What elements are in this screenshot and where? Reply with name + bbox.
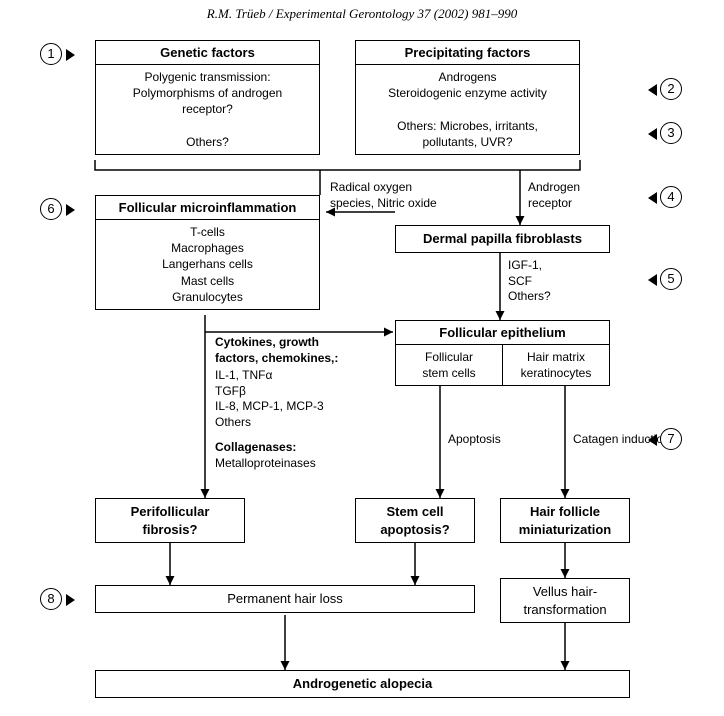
- marker-2-pointer: [648, 84, 657, 96]
- marker-6: 6: [40, 198, 62, 220]
- label-cytokines-title: Cytokines, growth factors, chemokines,:: [215, 335, 338, 366]
- precip-body: Androgens Steroidogenic enzyme activity …: [356, 65, 579, 154]
- label-igf: IGF-1, SCF Others?: [508, 258, 551, 305]
- label-ros: Radical oxygen species, Nitric oxide: [330, 180, 437, 211]
- label-collagenases-body: Metalloproteinases: [215, 456, 316, 472]
- fe-title: Follicular epithelium: [396, 321, 609, 345]
- fm-title: Follicular microinflammation: [96, 196, 319, 220]
- dpf-label: Dermal papilla fibroblasts: [396, 226, 609, 252]
- box-dermal-papilla: Dermal papilla fibroblasts: [395, 225, 610, 253]
- marker-4-pointer: [648, 192, 657, 204]
- pf-label: Perifollicular fibrosis?: [96, 499, 244, 542]
- fe-right: Hair matrix keratinocytes: [503, 345, 609, 385]
- box-permanent-hair-loss: Permanent hair loss: [95, 585, 475, 613]
- box-hair-follicle-mini: Hair follicle miniaturization: [500, 498, 630, 543]
- marker-7: 7: [660, 428, 682, 450]
- fm-body: T-cells Macrophages Langerhans cells Mas…: [96, 220, 319, 309]
- marker-5: 5: [660, 268, 682, 290]
- marker-4: 4: [660, 186, 682, 208]
- genetic-body: Polygenic transmission: Polymorphisms of…: [96, 65, 319, 154]
- aa-label: Androgenetic alopecia: [96, 671, 629, 697]
- marker-1-pointer: [66, 49, 75, 61]
- label-androgen-receptor: Androgen receptor: [528, 180, 580, 211]
- marker-1: 1: [40, 43, 62, 65]
- box-precip-factors: Precipitating factors Androgens Steroido…: [355, 40, 580, 155]
- box-perifollicular-fibrosis: Perifollicular fibrosis?: [95, 498, 245, 543]
- marker-5-pointer: [648, 274, 657, 286]
- sca-label: Stem cell apoptosis?: [356, 499, 474, 542]
- label-collagenases-title: Collagenases:: [215, 440, 296, 456]
- genetic-title: Genetic factors: [96, 41, 319, 65]
- label-cytokines-body: IL-1, TNFα TGFβ IL-8, MCP-1, MCP-3 Other…: [215, 368, 324, 430]
- marker-8-pointer: [66, 594, 75, 606]
- marker-3-pointer: [648, 128, 657, 140]
- box-follicular-microinflammation: Follicular microinflammation T-cells Mac…: [95, 195, 320, 310]
- precip-title: Precipitating factors: [356, 41, 579, 65]
- fe-left: Follicular stem cells: [396, 345, 503, 385]
- box-vellus-hair: Vellus hair- transformation: [500, 578, 630, 623]
- marker-2: 2: [660, 78, 682, 100]
- phl-label: Permanent hair loss: [96, 586, 474, 612]
- marker-6-pointer: [66, 204, 75, 216]
- box-follicular-epithelium: Follicular epithelium Follicular stem ce…: [395, 320, 610, 386]
- marker-7-pointer: [648, 434, 657, 446]
- vht-label: Vellus hair- transformation: [501, 579, 629, 622]
- box-genetic-factors: Genetic factors Polygenic transmission: …: [95, 40, 320, 155]
- citation: R.M. Trüeb / Experimental Gerontology 37…: [0, 6, 724, 22]
- box-stem-cell-apoptosis: Stem cell apoptosis?: [355, 498, 475, 543]
- marker-3: 3: [660, 122, 682, 144]
- box-androgenetic-alopecia: Androgenetic alopecia: [95, 670, 630, 698]
- hfm-label: Hair follicle miniaturization: [501, 499, 629, 542]
- marker-8: 8: [40, 588, 62, 610]
- label-apoptosis: Apoptosis: [448, 432, 501, 448]
